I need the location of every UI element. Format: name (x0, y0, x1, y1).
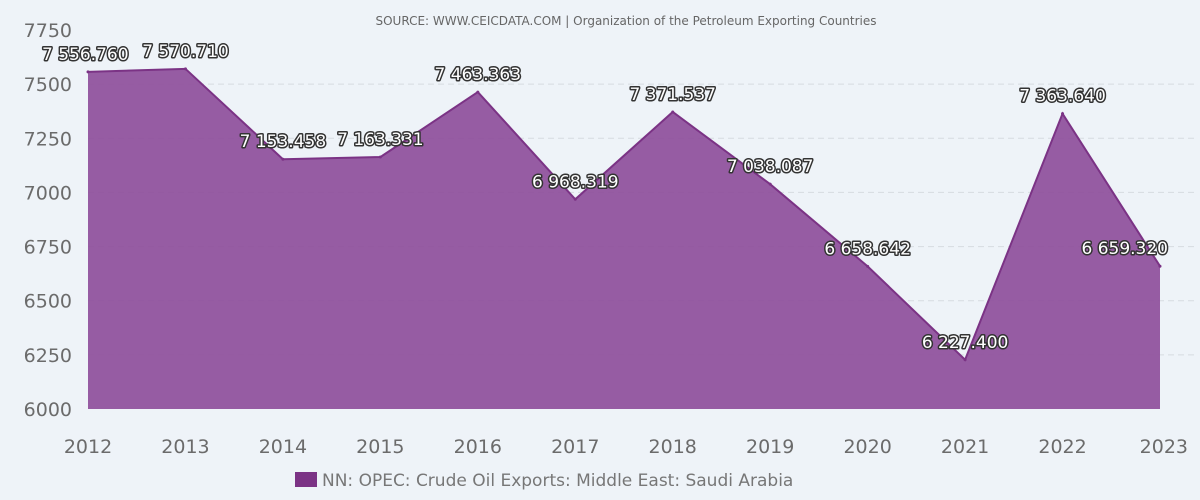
data-label: 6 227.400 (922, 333, 1009, 353)
source-text: SOURCE: WWW.CEICDATA.COM | Organization … (375, 14, 876, 28)
x-tick-label: 2012 (64, 436, 112, 458)
y-axis: 6000 6250 6500 6750 7000 7250 7500 7750 (24, 20, 72, 421)
data-point (378, 155, 382, 159)
data-point (866, 264, 870, 268)
data-point (183, 67, 187, 71)
x-tick-label: 2023 (1140, 436, 1188, 458)
data-point (1061, 112, 1065, 116)
x-axis: 2012 2013 2014 2015 2016 2017 2018 2019 2020 2021… (64, 436, 1188, 458)
x-tick-label: 2017 (551, 436, 599, 458)
x-tick-label: 2013 (161, 436, 209, 458)
area-series (86, 67, 1162, 409)
y-tick-label: 7500 (24, 74, 72, 96)
y-tick-label: 6500 (24, 291, 72, 313)
y-tick-label: 6000 (24, 399, 72, 421)
series-line (87, 67, 1161, 362)
data-point (476, 90, 480, 94)
y-tick-label: 7750 (24, 20, 72, 42)
data-label: 7 556.760 (42, 45, 129, 65)
area-fill (88, 68, 1160, 409)
x-tick-label: 2015 (356, 436, 404, 458)
data-point (1158, 264, 1162, 268)
data-label: 7 570.710 (142, 42, 229, 62)
y-tick-label: 6250 (24, 345, 72, 367)
data-point (671, 110, 675, 114)
data-label: 7 153.458 (240, 132, 327, 152)
data-point (86, 70, 90, 74)
data-label: 6 658.642 (824, 239, 911, 259)
legend-label: NN: OPEC: Crude Oil Exports: Middle East… (322, 471, 793, 491)
x-tick-label: 2019 (746, 436, 794, 458)
legend: NN: OPEC: Crude Oil Exports: Middle East… (295, 471, 793, 491)
data-labels: 7 556.760 7 570.710 7 153.458 7 163.331 7 46… (41, 40, 1170, 354)
legend-swatch (295, 472, 317, 487)
data-label: 7 371.537 (629, 85, 716, 105)
data-point (963, 358, 967, 362)
data-point (573, 197, 577, 201)
x-tick-label: 2021 (941, 436, 989, 458)
y-tick-label: 7000 (24, 182, 72, 204)
x-tick-label: 2016 (454, 436, 502, 458)
data-point (281, 157, 285, 161)
y-tick-label: 6750 (24, 237, 72, 259)
data-label: 6 968.319 (532, 172, 619, 192)
data-label: 7 163.331 (337, 130, 424, 150)
data-label: 7 463.363 (435, 65, 522, 85)
x-tick-label: 2022 (1038, 436, 1086, 458)
x-tick-label: 2018 (649, 436, 697, 458)
x-tick-label: 2014 (259, 436, 307, 458)
data-label: 6 659.320 (1081, 239, 1168, 259)
y-tick-label: 7250 (24, 128, 72, 150)
x-tick-label: 2020 (843, 436, 891, 458)
data-label: 7 038.087 (727, 157, 814, 177)
data-point (768, 182, 772, 186)
data-label: 7 363.640 (1019, 87, 1106, 107)
